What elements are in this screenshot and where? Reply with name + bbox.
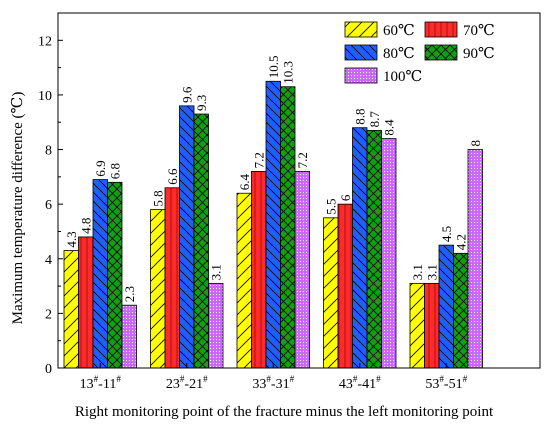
bar-value-label: 8.7 (367, 111, 382, 128)
bar-value-label: 4.5 (439, 226, 454, 242)
bar-value-label: 9.6 (180, 86, 195, 103)
legend-swatch (424, 21, 458, 38)
bar (236, 192, 252, 369)
x-axis: 13#-11# 23#-21# 33#-31# 43#-41# 53#-51# (80, 363, 468, 392)
bar-value-label: 8.4 (382, 119, 397, 136)
bar (78, 236, 94, 369)
bar (164, 187, 180, 369)
legend-item: 70℃ (424, 21, 495, 39)
bar (107, 181, 123, 369)
bar-value-label: 8.8 (353, 108, 368, 124)
bar-value-label: 4.2 (454, 234, 469, 250)
legend-item: 90℃ (424, 44, 495, 62)
bar (381, 138, 397, 369)
bar-value-label: 2.3 (122, 286, 137, 302)
x-tick-label: 23#-21# (166, 374, 208, 392)
bar (294, 170, 310, 369)
bar (121, 304, 137, 369)
bar (409, 282, 425, 369)
bar-value-label: 10.3 (281, 61, 296, 84)
x-tick-label: 43#-41# (339, 374, 381, 392)
y-tick-label: 2 (45, 307, 52, 322)
y-tick-label: 10 (38, 89, 52, 104)
legend-label: 90℃ (463, 46, 495, 62)
legend-label: 100℃ (383, 69, 422, 85)
bar-value-label: 6 (338, 194, 353, 201)
bar-value-label: 6.4 (237, 173, 252, 190)
x-tick-label: 53#-51# (425, 374, 467, 392)
bar-value-label: 5.5 (324, 199, 339, 215)
bar (366, 130, 382, 369)
legend-label: 70℃ (463, 23, 495, 39)
bar (251, 170, 267, 369)
bar-value-label: 3.1 (209, 264, 224, 280)
bar (265, 80, 281, 369)
bar (193, 113, 209, 369)
legend-swatch (344, 44, 378, 61)
legend-item: 80℃ (344, 44, 415, 62)
x-tick-label: 33#-31# (252, 374, 294, 392)
bar (467, 149, 483, 369)
bar (323, 217, 339, 369)
legend-label: 60℃ (383, 23, 415, 39)
bar (208, 282, 224, 369)
x-axis-label: Right monitoring point of the fracture m… (75, 404, 494, 420)
bar (92, 179, 108, 369)
bar-value-label: 3.1 (410, 264, 425, 280)
plot-frame (57, 12, 541, 369)
bar (438, 244, 454, 369)
legend-swatch (344, 21, 378, 38)
legend-swatch (344, 67, 378, 84)
y-tick-label: 8 (45, 144, 52, 159)
legend-label: 80℃ (383, 46, 415, 62)
legend-item: 100℃ (344, 67, 422, 85)
bar (337, 203, 353, 369)
bar (424, 282, 440, 369)
bar-value-label: 3.1 (425, 264, 440, 280)
bar-value-label: 6.8 (108, 163, 123, 179)
bar (150, 209, 166, 369)
bar (453, 252, 469, 369)
y-axis: 0 2 4 6 8 10 12 (38, 34, 63, 377)
bar-value-label: 6.6 (165, 168, 180, 185)
y-axis-label: Maximum temperature difference (℃) (10, 92, 26, 325)
bar (280, 86, 296, 369)
bar-value-label: 10.5 (266, 56, 281, 79)
bar-value-label: 8 (468, 140, 483, 147)
legend-item: 60℃ (344, 21, 415, 39)
legend-swatch (424, 44, 458, 61)
bar-value-label: 4.3 (64, 231, 79, 247)
bar-value-label: 7.2 (295, 152, 310, 168)
bar (179, 105, 195, 369)
bars-layer (63, 80, 483, 369)
y-tick-label: 4 (45, 253, 52, 268)
y-tick-label: 6 (45, 198, 52, 213)
bar-value-label: 7.2 (252, 152, 267, 168)
y-tick-label: 12 (38, 34, 52, 49)
legend: 60℃ 70℃ 80℃ 90℃ 100℃ (344, 21, 495, 85)
y-tick-label: 0 (45, 362, 52, 377)
bar (352, 127, 368, 369)
bar-labels-layer: 4.34.86.9 6.82.35.86.69.69.33.16.47.210.5… (64, 56, 483, 303)
bar-value-label: 9.3 (194, 95, 209, 111)
bar-value-label: 6.9 (93, 160, 108, 176)
x-tick-label: 13#-11# (80, 374, 122, 392)
bar (63, 250, 79, 369)
bar-value-label: 4.8 (79, 218, 94, 234)
bar-value-label: 5.8 (151, 190, 166, 206)
